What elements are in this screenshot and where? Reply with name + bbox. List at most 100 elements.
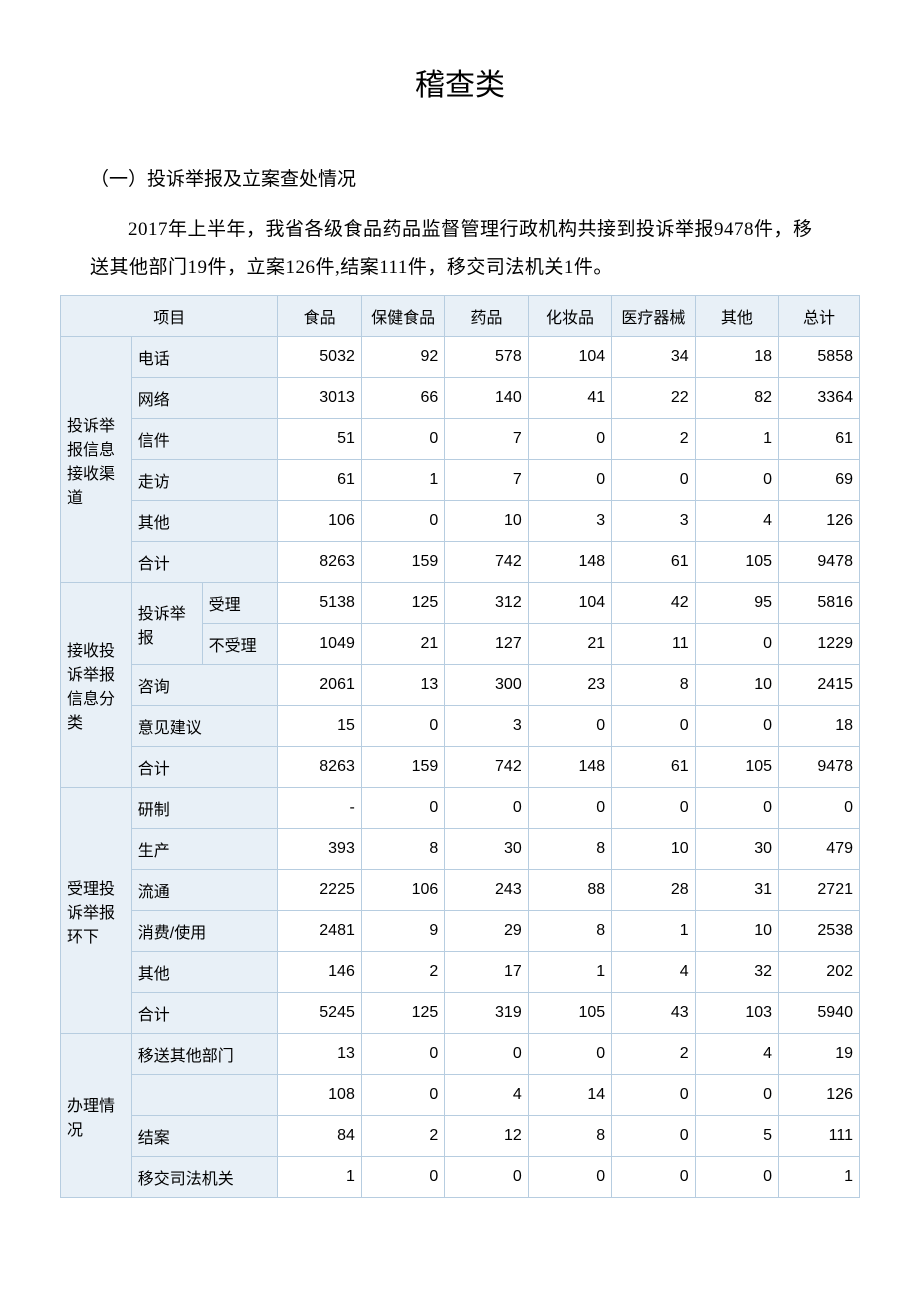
- cell: 4: [445, 1075, 528, 1116]
- cell: 1229: [779, 624, 860, 665]
- cell: 126: [779, 1075, 860, 1116]
- cell: 319: [445, 993, 528, 1034]
- cell: 148: [528, 747, 611, 788]
- table-row: 走访 61 1 7 0 0 0 69: [61, 460, 860, 501]
- cell: 82: [695, 378, 778, 419]
- cell: 7: [445, 460, 528, 501]
- cell: 43: [612, 993, 695, 1034]
- row-label: 其他: [131, 501, 278, 542]
- row-label: 流通: [131, 870, 278, 911]
- section-subtitle: （一）投诉举报及立案查处情况: [90, 164, 830, 191]
- cell: 41: [528, 378, 611, 419]
- row-label: 其他: [131, 952, 278, 993]
- cell: 578: [445, 337, 528, 378]
- cell: 21: [528, 624, 611, 665]
- cell: 108: [278, 1075, 361, 1116]
- row-label: 研制: [131, 788, 278, 829]
- cell: 21: [361, 624, 444, 665]
- table-row: 生产 393 8 30 8 10 30 479: [61, 829, 860, 870]
- cell: 111: [779, 1116, 860, 1157]
- cell: 2481: [278, 911, 361, 952]
- table-row: 投诉举报信息接收渠道 电话 5032 92 578 104 34 18 5858: [61, 337, 860, 378]
- data-table: 项目 食品 保健食品 药品 化妆品 医疗器械 其他 总计 投诉举报信息接收渠道 …: [60, 295, 860, 1198]
- cell: 5245: [278, 993, 361, 1034]
- cell: 61: [612, 542, 695, 583]
- cell: 1: [528, 952, 611, 993]
- cell: 30: [695, 829, 778, 870]
- cell: 105: [695, 542, 778, 583]
- cell: 9478: [779, 747, 860, 788]
- cell: 742: [445, 542, 528, 583]
- cell: 2: [361, 1116, 444, 1157]
- cell: 0: [361, 1034, 444, 1075]
- cell: 0: [612, 460, 695, 501]
- table-row: 合计 5245 125 319 105 43 103 5940: [61, 993, 860, 1034]
- table-row: 108 0 4 14 0 0 126: [61, 1075, 860, 1116]
- cell: 2: [361, 952, 444, 993]
- group-label: 办理情况: [61, 1034, 132, 1198]
- cell: 0: [361, 788, 444, 829]
- cell: 14: [528, 1075, 611, 1116]
- cell: 84: [278, 1116, 361, 1157]
- cell: 7: [445, 419, 528, 460]
- row-label: 咨询: [131, 665, 278, 706]
- table-row: 信件 51 0 7 0 2 1 61: [61, 419, 860, 460]
- row-label: 生产: [131, 829, 278, 870]
- cell: 106: [278, 501, 361, 542]
- cell: 28: [612, 870, 695, 911]
- col-health: 保健食品: [361, 296, 444, 337]
- table-row: 合计 8263 159 742 148 61 105 9478: [61, 747, 860, 788]
- cell: 0: [445, 1034, 528, 1075]
- cell: 0: [612, 788, 695, 829]
- cell: 51: [278, 419, 361, 460]
- cell: 12: [445, 1116, 528, 1157]
- cell: 9: [361, 911, 444, 952]
- cell: 30: [445, 829, 528, 870]
- cell: 13: [361, 665, 444, 706]
- cell: 5858: [779, 337, 860, 378]
- row-label: 走访: [131, 460, 278, 501]
- cell: 0: [528, 1034, 611, 1075]
- cell: 300: [445, 665, 528, 706]
- cell: 2721: [779, 870, 860, 911]
- cell: 1: [695, 419, 778, 460]
- cell: 61: [278, 460, 361, 501]
- col-total: 总计: [779, 296, 860, 337]
- cell: 10: [695, 911, 778, 952]
- row-label: 合计: [131, 542, 278, 583]
- group-label: 接收投诉举报信息分类: [61, 583, 132, 788]
- cell: 92: [361, 337, 444, 378]
- table-header-row: 项目 食品 保健食品 药品 化妆品 医疗器械 其他 总计: [61, 296, 860, 337]
- cell: 0: [361, 706, 444, 747]
- cell: 1: [779, 1157, 860, 1198]
- cell: 0: [612, 1116, 695, 1157]
- col-other: 其他: [695, 296, 778, 337]
- table-row: 受理投诉举报环下 研制 - 0 0 0 0 0 0: [61, 788, 860, 829]
- cell: 0: [528, 460, 611, 501]
- cell: 126: [779, 501, 860, 542]
- cell: 0: [528, 788, 611, 829]
- cell: 61: [779, 419, 860, 460]
- cell: 1: [361, 460, 444, 501]
- cell: 393: [278, 829, 361, 870]
- cell: 0: [528, 419, 611, 460]
- col-drug: 药品: [445, 296, 528, 337]
- cell: 22: [612, 378, 695, 419]
- cell: 0: [528, 706, 611, 747]
- cell: 4: [695, 501, 778, 542]
- cell: 0: [445, 788, 528, 829]
- cell: 125: [361, 993, 444, 1034]
- cell: 742: [445, 747, 528, 788]
- table-row: 结案 84 2 12 8 0 5 111: [61, 1116, 860, 1157]
- cell: 13: [278, 1034, 361, 1075]
- cell: 479: [779, 829, 860, 870]
- cell: 69: [779, 460, 860, 501]
- cell: 17: [445, 952, 528, 993]
- cell: 146: [278, 952, 361, 993]
- cell: 148: [528, 542, 611, 583]
- cell: 10: [612, 829, 695, 870]
- table-row: 消费/使用 2481 9 29 8 1 10 2538: [61, 911, 860, 952]
- row-label: 电话: [131, 337, 278, 378]
- cell: 8263: [278, 542, 361, 583]
- cell: 2415: [779, 665, 860, 706]
